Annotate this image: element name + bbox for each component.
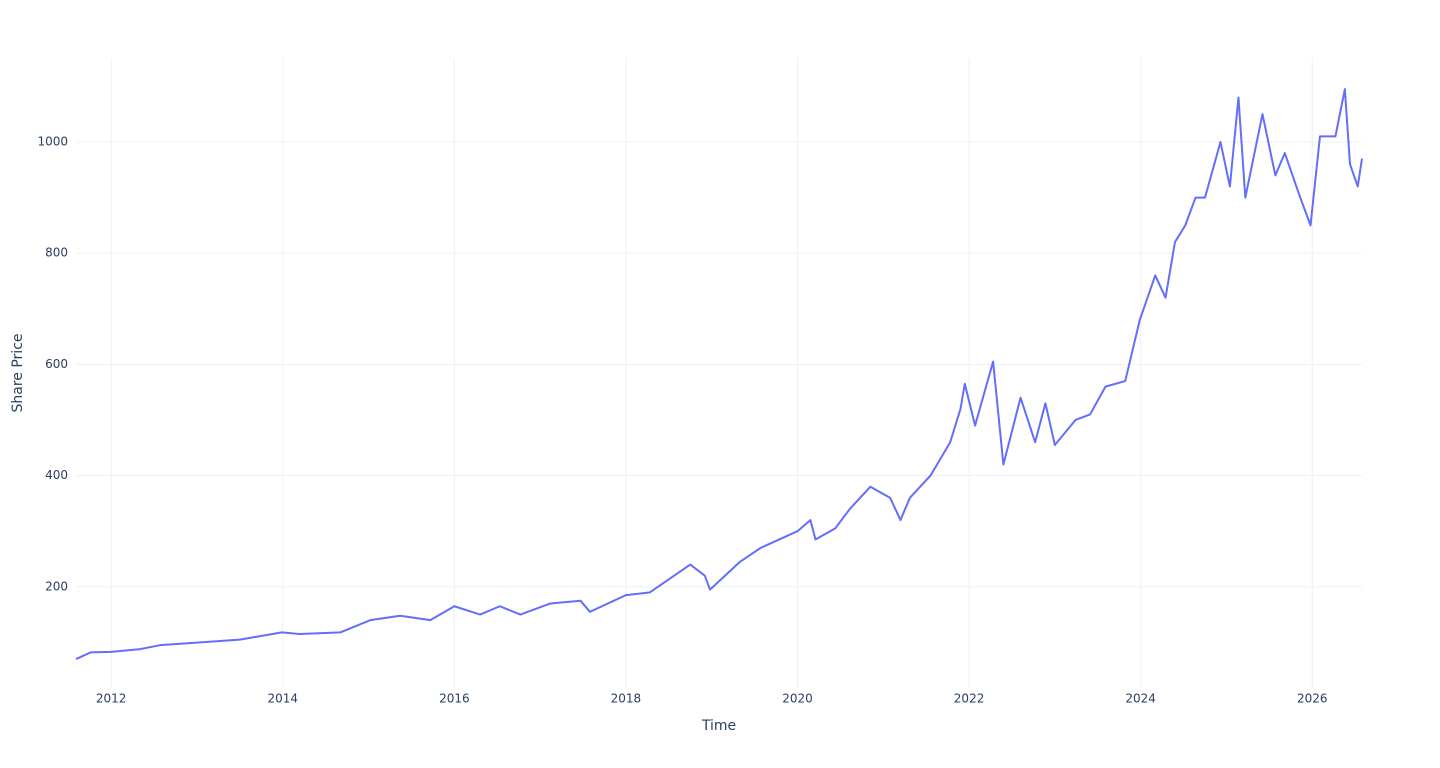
line-series bbox=[75, 88, 1363, 660]
x-tick-label: 2014 bbox=[267, 692, 298, 706]
x-tick-label: 2018 bbox=[611, 692, 642, 706]
y-axis-title: Share Price bbox=[10, 333, 26, 412]
x-axis-title: Time bbox=[701, 718, 736, 734]
y-tick-label: 800 bbox=[45, 246, 68, 260]
y-tick-label: 400 bbox=[45, 468, 68, 482]
x-tick-label: 2026 bbox=[1297, 692, 1328, 706]
x-tick-label: 2016 bbox=[439, 692, 470, 706]
y-tick-label: 1000 bbox=[37, 134, 68, 148]
x-tick-label: 2022 bbox=[954, 692, 985, 706]
x-tick-label: 2020 bbox=[782, 692, 813, 706]
x-tick-label: 2012 bbox=[96, 692, 127, 706]
y-tick-label: 600 bbox=[45, 357, 68, 371]
x-tick-label: 2024 bbox=[1125, 692, 1156, 706]
y-tick-label: 200 bbox=[45, 579, 68, 593]
